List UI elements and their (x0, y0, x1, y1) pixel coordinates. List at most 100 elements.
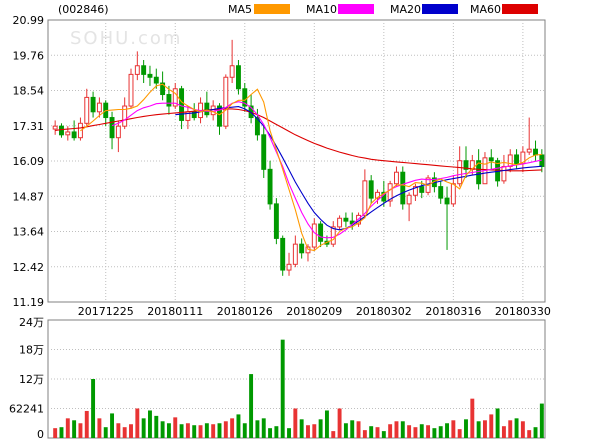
volume-bar (375, 427, 380, 438)
candle-body (261, 134, 267, 170)
price-tick-label: 18.54 (13, 85, 45, 98)
volume-bar (261, 418, 266, 438)
candle-body (204, 102, 210, 116)
volume-bar (192, 425, 197, 438)
volume-bar (369, 426, 374, 438)
date-tick-label: 20180316 (425, 305, 481, 318)
candle (235, 59, 241, 95)
volume-bar (426, 425, 431, 438)
volume-bar (53, 428, 58, 438)
price-tick-label: 14.87 (13, 190, 45, 203)
candle (343, 212, 349, 227)
candle-body (419, 186, 425, 193)
date-tick-label: 20180111 (147, 305, 203, 318)
price-tick-label: 20.99 (13, 14, 45, 27)
candle-body (387, 183, 393, 202)
candle-body (526, 148, 532, 153)
candle (438, 180, 444, 204)
candle (463, 146, 469, 178)
candle (292, 235, 298, 268)
ma-legend: MA5 MA10 MA20 MA60 (228, 3, 538, 16)
volume-bar (135, 408, 140, 438)
candle-body (122, 105, 128, 127)
candle-body (96, 102, 102, 113)
candle-body (463, 160, 469, 170)
date-axis: 20171225 20180111 20180126 20180209 20180302… (78, 305, 551, 318)
candle-body (223, 76, 229, 127)
volume-bar (129, 424, 133, 438)
ma20-line (175, 106, 542, 231)
candle-body (507, 154, 513, 167)
price-tick-label: 17.31 (13, 120, 45, 133)
volume-bar (527, 430, 532, 438)
moving-average-lines (55, 83, 542, 252)
volume-bar (343, 423, 348, 438)
ma5-line (80, 83, 542, 252)
candle (412, 183, 418, 201)
candle-body (299, 243, 305, 254)
candle (526, 117, 532, 155)
volume-bar (293, 408, 298, 438)
volume-bar (394, 421, 399, 438)
candle (96, 97, 102, 118)
candle (280, 235, 286, 276)
volume-bar (407, 425, 412, 438)
legend-swatch-ma20 (422, 4, 458, 14)
candle (299, 238, 305, 259)
candle-body (412, 186, 418, 196)
volume-tick-label: 24万 (19, 316, 44, 329)
volume-bar (337, 408, 342, 438)
candle-body (210, 105, 216, 116)
volume-tick-label: 12万 (19, 373, 44, 386)
volume-bar (438, 426, 443, 438)
volume-bar (381, 431, 386, 438)
candle-body (109, 117, 115, 139)
candle-body (280, 237, 286, 271)
date-tick-label: 20180209 (286, 305, 342, 318)
volume-bar (432, 428, 437, 438)
candle-body (286, 263, 292, 271)
watermark: SOHU.com (70, 28, 182, 49)
candle-body (128, 73, 134, 107)
candle-body (166, 94, 172, 107)
volume-bar (84, 410, 89, 438)
candle-body (292, 243, 298, 265)
candle (191, 103, 197, 121)
price-y-axis: 20.99 19.76 18.54 17.31 16.09 14.87 13.64 12.42… (13, 14, 45, 309)
candle-body (217, 105, 222, 127)
candle-body (273, 203, 279, 239)
candle-body (147, 73, 153, 78)
candle (273, 198, 279, 245)
candle (141, 59, 147, 84)
candle-body (52, 125, 58, 130)
candle (457, 146, 463, 187)
legend-swatch-ma10 (338, 4, 374, 14)
volume-bar (78, 423, 83, 438)
legend-label-ma20: MA20 (390, 3, 421, 16)
candle (507, 149, 513, 173)
candle (59, 123, 64, 138)
candle (286, 252, 292, 276)
candle (242, 83, 248, 112)
volume-bar (539, 403, 544, 438)
stock-code: (002846) (58, 3, 109, 16)
legend-label-ma5: MA5 (228, 3, 252, 16)
volume-bar (388, 424, 393, 438)
volume-bar (185, 423, 190, 438)
candle-body (235, 65, 241, 90)
volume-bar (59, 427, 64, 438)
volume-bar (249, 374, 254, 438)
candle (368, 175, 374, 204)
volume-bar (318, 419, 323, 438)
volume-bar (204, 423, 209, 438)
candle-body (400, 171, 406, 205)
volume-bar (255, 420, 260, 438)
candle (52, 120, 58, 135)
candle-body (457, 160, 463, 185)
volume-bar (236, 414, 241, 438)
candle-body (330, 226, 336, 245)
candle (311, 218, 317, 250)
price-tick-label: 12.42 (13, 261, 45, 274)
volume-bar (445, 423, 449, 438)
